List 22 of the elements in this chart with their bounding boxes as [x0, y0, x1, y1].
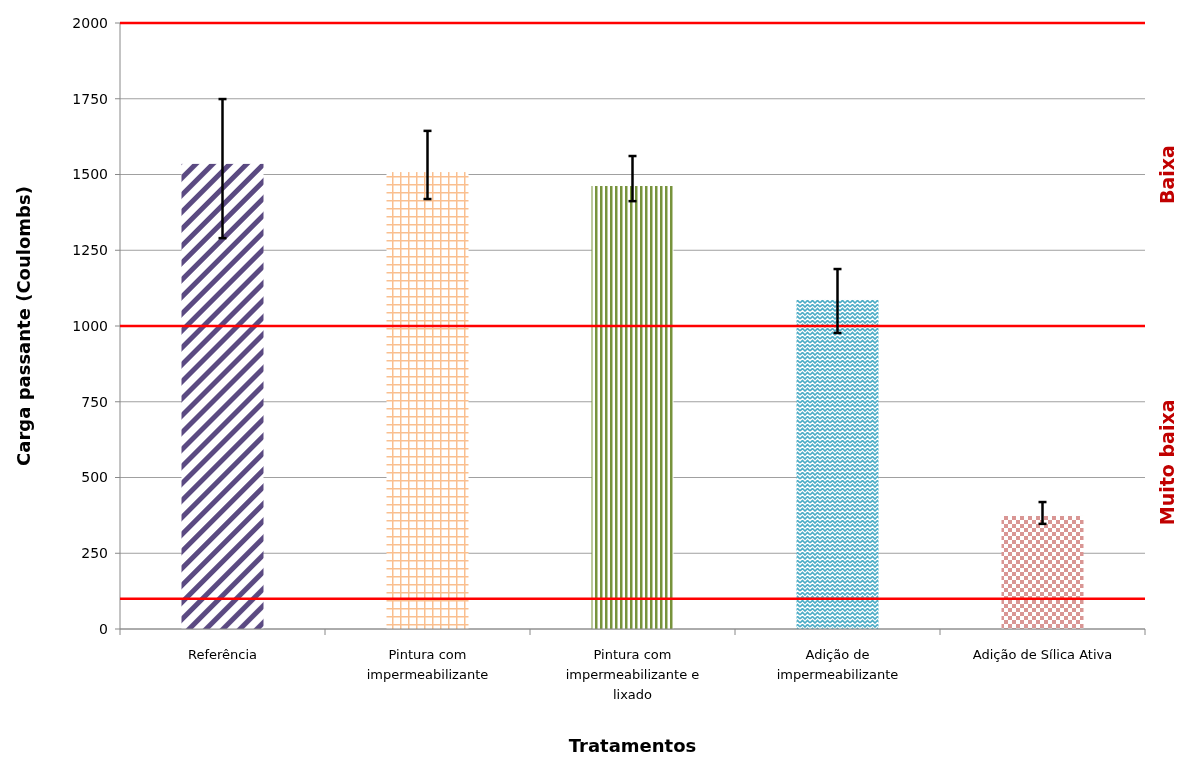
x-axis-title: Tratamentos — [568, 735, 697, 756]
y-tick-label: 750 — [81, 393, 108, 410]
bar — [1001, 515, 1084, 629]
y-tick-label: 0 — [99, 620, 108, 637]
y-tick-label: 2000 — [72, 14, 108, 31]
y-tick-label: 250 — [81, 545, 108, 562]
y-tick-label: 1750 — [72, 90, 108, 107]
bar — [181, 163, 264, 629]
x-tick-label: Adição de impermeabilizante — [776, 647, 899, 682]
x-tick-label: Adição de Sílica Ativa — [972, 647, 1113, 662]
bar — [796, 299, 879, 629]
y-tick-label: 1500 — [72, 166, 108, 183]
x-tick-label: Referência — [187, 647, 258, 662]
bar — [591, 186, 674, 629]
y-tick-label: 500 — [81, 469, 108, 486]
text: Muito baixa — [1155, 399, 1178, 526]
y-axis-title: Carga passante (Coulombs) — [13, 186, 34, 466]
y-tick-label: 1250 — [72, 242, 108, 259]
x-tick-label: Pintura com impermeabilizante e lixado — [565, 647, 700, 702]
y-tick-label: 1000 — [72, 317, 108, 334]
x-tick-label: Pintura com impermeabilizante — [366, 647, 489, 682]
text: Baixa — [1155, 145, 1178, 204]
